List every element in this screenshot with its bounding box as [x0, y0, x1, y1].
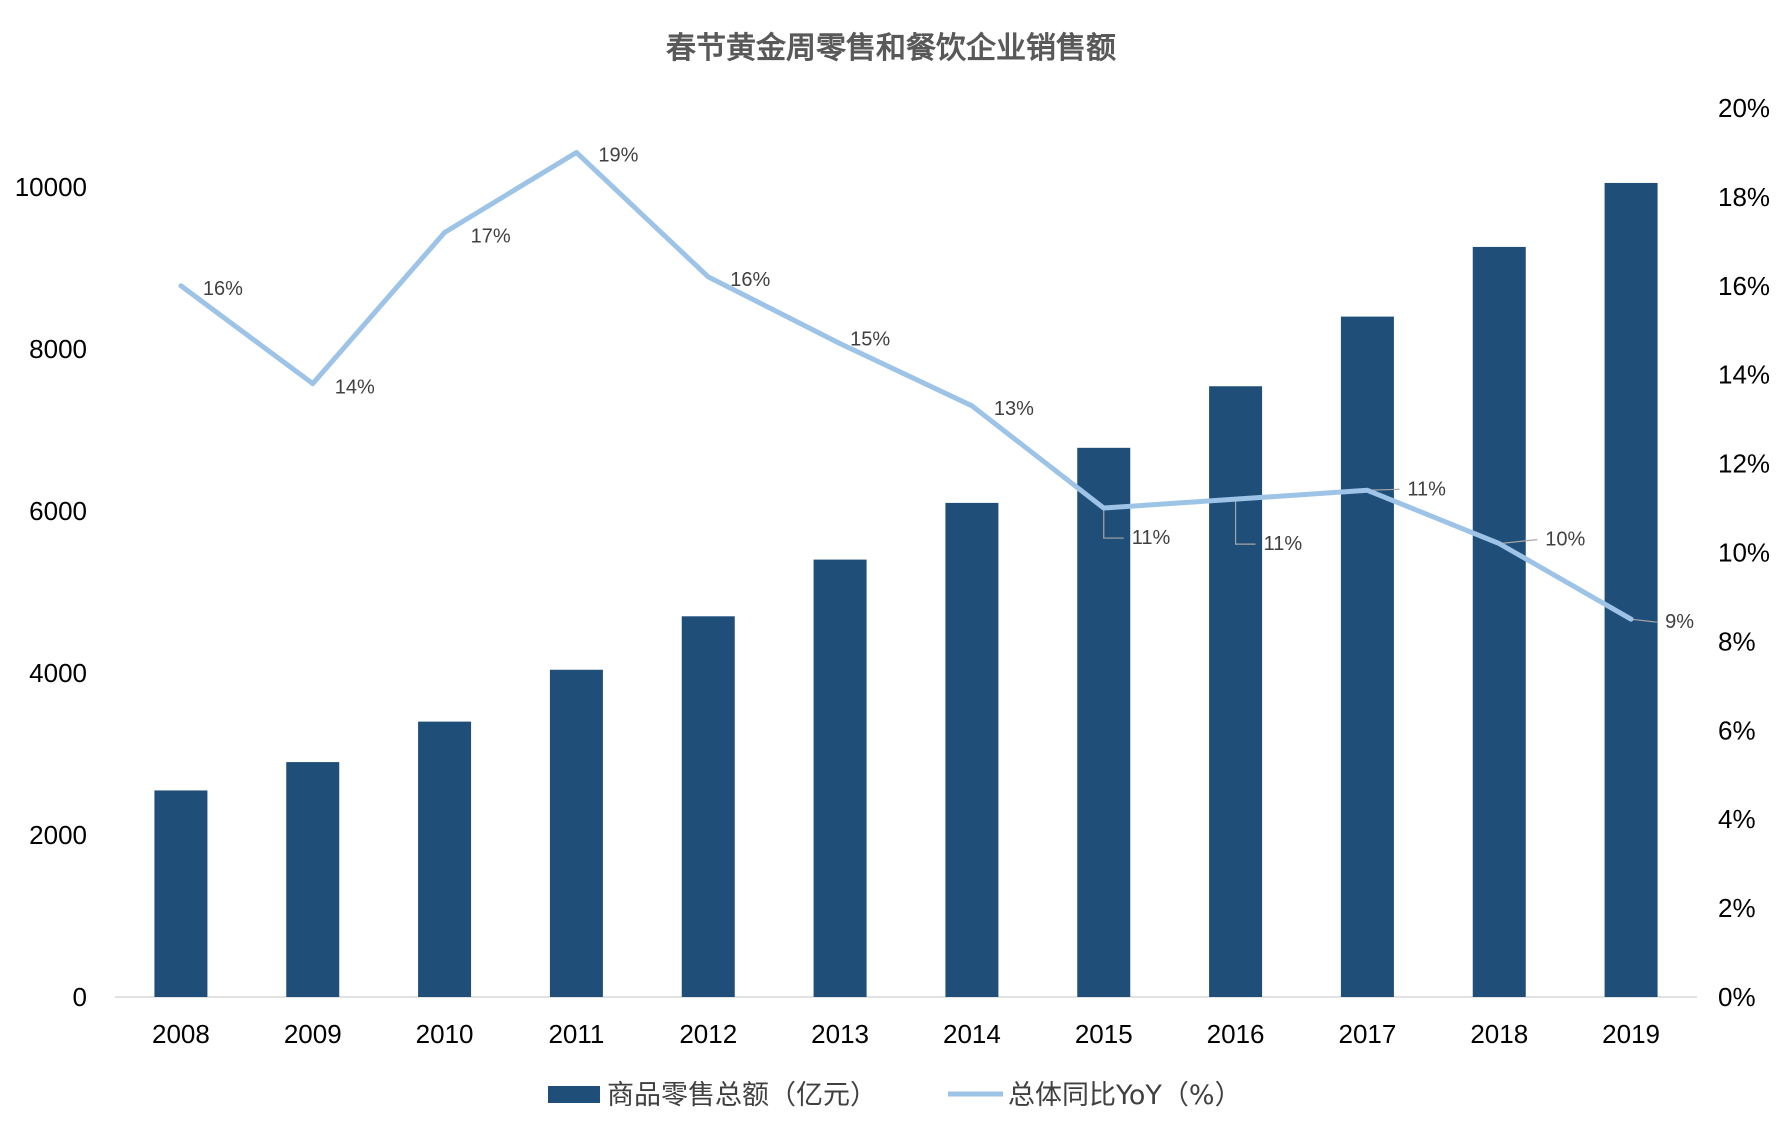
y-left-tick-8000: 8000	[29, 334, 87, 364]
y-left-tick-4000: 4000	[29, 658, 87, 688]
x-axis-ticks: 2008 2009 2010 2011 2012 2013 2014 2015 2016 2017…	[152, 1019, 1660, 1049]
line-data-labels: 16% 14% 17% 19% 16% 15% 13% 11% 11% 11% 10% 9%	[203, 144, 1694, 633]
y-right-tick-10%: 10%	[1718, 538, 1770, 568]
bar-2014	[945, 502, 999, 997]
bar-2010	[418, 721, 472, 997]
legend-bar-label: 商品零售总额（亿元）	[607, 1080, 877, 1111]
y-left-tick-2000: 2000	[29, 820, 87, 850]
bar-2016	[1209, 386, 1263, 997]
y-right-tick-18%: 18%	[1718, 182, 1770, 212]
x-tick-2009: 2009	[284, 1019, 342, 1049]
x-tick-2016: 2016	[1207, 1019, 1265, 1049]
bar-2011	[549, 669, 603, 997]
bar-2013	[813, 559, 867, 997]
x-tick-2011: 2011	[548, 1019, 604, 1049]
y-right-tick-2%: 2%	[1718, 893, 1756, 923]
x-tick-2018: 2018	[1470, 1019, 1528, 1049]
bar-2008	[154, 790, 208, 997]
data-label-2017: 11%	[1407, 478, 1446, 500]
y-right-tick-4%: 4%	[1718, 804, 1756, 834]
data-label-2012: 16%	[730, 269, 770, 291]
y-right-tick-14%: 14%	[1718, 360, 1770, 390]
data-label-2009: 14%	[335, 377, 375, 399]
y-right-tick-12%: 12%	[1718, 449, 1770, 479]
x-tick-2013: 2013	[811, 1019, 869, 1049]
x-tick-2014: 2014	[943, 1019, 1001, 1049]
data-label-2010: 17%	[471, 225, 511, 247]
y-right-tick-20%: 20%	[1718, 93, 1770, 123]
data-label-2014: 13%	[994, 398, 1034, 420]
y-left-axis-ticks: 0 2000 4000 6000 8000 10000	[15, 172, 87, 1012]
bars-layer	[154, 182, 1658, 998]
bar-2009	[286, 762, 340, 997]
x-tick-2012: 2012	[679, 1019, 737, 1049]
y-right-tick-6%: 6%	[1718, 715, 1756, 745]
legend-line-label: 总体同比YoY（%）	[1008, 1080, 1242, 1111]
legend: 商品零售总额（亿元） 总体同比YoY（%）	[548, 1080, 1242, 1111]
x-tick-2008: 2008	[152, 1019, 210, 1049]
bar-2012	[681, 616, 735, 997]
leader-line-2018	[1499, 539, 1538, 545]
data-label-2008: 16%	[203, 278, 243, 300]
legend-bar-swatch	[548, 1086, 600, 1103]
bar-2019	[1604, 182, 1658, 997]
y-right-tick-0%: 0%	[1718, 982, 1756, 1012]
x-tick-2015: 2015	[1075, 1019, 1133, 1049]
x-tick-2019: 2019	[1602, 1019, 1660, 1049]
data-label-2013: 15%	[850, 329, 890, 351]
y-left-tick-6000: 6000	[29, 496, 87, 526]
x-tick-2010: 2010	[416, 1019, 474, 1049]
leader-line-2015	[1103, 508, 1124, 539]
y-right-axis-ticks: 0% 2% 4% 6% 8% 10% 12% 14% 16% 18% 20%	[1718, 93, 1770, 1012]
bar-2015	[1077, 447, 1131, 997]
data-label-2015: 11%	[1132, 527, 1171, 549]
leader-line-2016	[1234, 499, 1256, 545]
data-label-2019: 9%	[1665, 611, 1694, 633]
y-left-tick-10000: 10000	[15, 172, 87, 202]
x-tick-2017: 2017	[1338, 1019, 1396, 1049]
yoy-line	[178, 149, 1634, 622]
data-label-2016: 11%	[1264, 533, 1303, 555]
y-left-tick-0: 0	[73, 982, 87, 1012]
data-label-2011: 19%	[598, 144, 638, 166]
y-right-tick-16%: 16%	[1718, 271, 1770, 301]
y-right-tick-8%: 8%	[1718, 626, 1756, 656]
data-label-2018: 10%	[1545, 529, 1585, 551]
chart-title: 春节黄金周零售和餐饮企业销售额	[666, 31, 1116, 66]
leader-line-2019	[1631, 618, 1658, 623]
bar-2018	[1472, 246, 1526, 997]
bar-2017	[1340, 316, 1394, 998]
